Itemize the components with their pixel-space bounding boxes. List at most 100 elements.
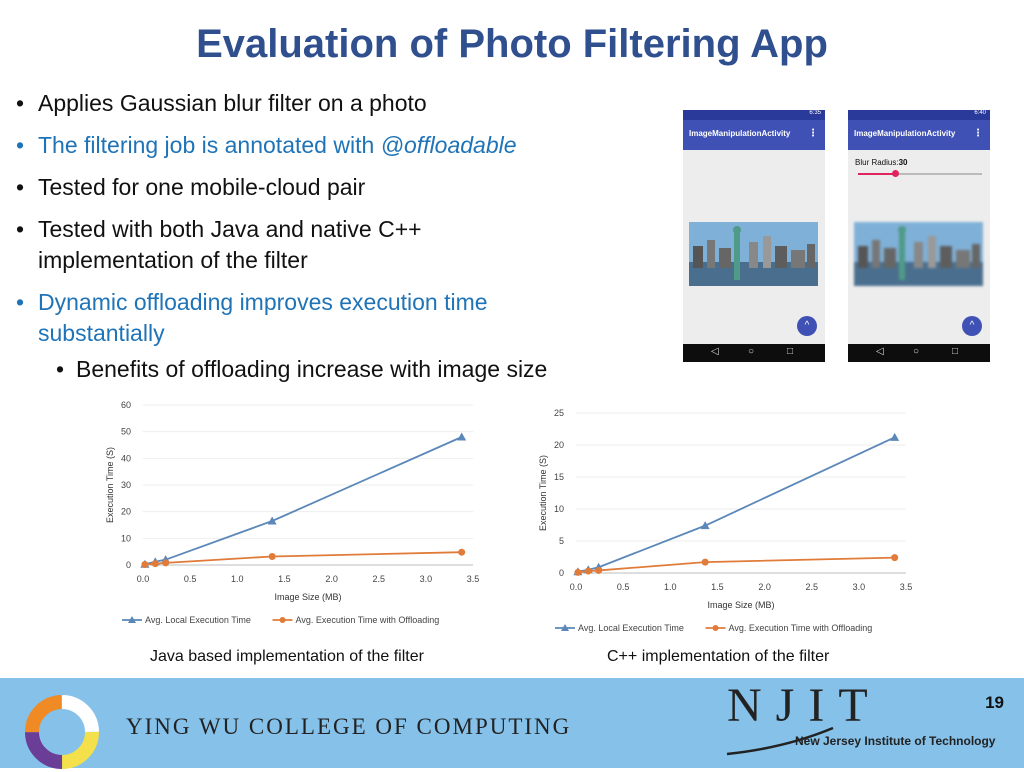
data-point-triangle <box>457 432 467 441</box>
data-point-circle <box>141 560 149 568</box>
bullet-item: • Applies Gaussian blur filter on a photo <box>16 90 427 116</box>
x-tick-label: 3.0 <box>420 574 433 584</box>
arrow-up-icon[interactable]: ^ <box>797 316 817 336</box>
x-tick-label: 1.5 <box>278 574 291 584</box>
njit-full-name: New Jersey Institute of Technology <box>795 734 996 748</box>
app-bar: ImageManipulationActivity ⋮ <box>683 120 825 150</box>
x-tick-label: 3.5 <box>900 582 913 592</box>
x-tick-label: 1.0 <box>664 582 677 592</box>
bullet-list: • Applies Gaussian blur filter on a photo… <box>16 88 666 396</box>
data-point-circle <box>701 558 709 566</box>
series-line <box>577 436 896 573</box>
data-point-triangle <box>700 521 710 530</box>
phone-screenshot-original: 6:35 ImageManipulationActivity ⋮ ^ ◁ ○ □ <box>683 110 825 362</box>
app-title: ImageManipulationActivity <box>854 129 956 138</box>
arrow-up-icon[interactable]: ^ <box>962 316 982 336</box>
x-tick-label: 3.5 <box>467 574 480 584</box>
y-tick-label: 20 <box>554 440 564 450</box>
data-point-circle <box>595 566 603 574</box>
data-point-triangle <box>267 516 277 525</box>
navigation-bar: ◁ ○ □ <box>848 344 990 362</box>
blur-radius-label: Blur Radius:30 <box>855 158 908 167</box>
njit-swoosh-icon <box>726 726 834 756</box>
chart-caption-cpp: C++ implementation of the filter <box>607 648 830 665</box>
y-tick-label: 40 <box>121 453 131 463</box>
x-tick-label: 3.0 <box>853 582 866 592</box>
chart-svg: 0 10 20 30 40 50 60 0.0 0.5 1.0 1.5 2.0 2.5 3.0 3.5 Ima… <box>105 400 480 625</box>
legend-marker <box>279 617 286 623</box>
series-line <box>144 551 462 566</box>
chart-caption-java: Java based implementation of the filter <box>150 648 424 665</box>
legend-marker <box>561 624 569 631</box>
sub-bullet-item: • Benefits of offloading increase with im… <box>56 356 548 382</box>
recent-apps-icon[interactable]: □ <box>787 346 794 357</box>
status-bar: 6:40 <box>848 110 990 120</box>
blur-radius-slider[interactable] <box>858 170 982 177</box>
y-tick-label: 10 <box>121 533 131 543</box>
slide-title: Evaluation of Photo Filtering App <box>196 22 828 66</box>
app-title: ImageManipulationActivity <box>689 129 791 138</box>
data-point-circle <box>458 548 466 556</box>
data-point-circle <box>162 559 170 567</box>
phone-screenshot-blurred: 6:40 ImageManipulationActivity ⋮ Blur Ra… <box>848 110 990 362</box>
y-tick-label: 50 <box>121 427 131 437</box>
x-tick-label: 0.5 <box>184 574 197 584</box>
njit-logo-text: NJIT <box>727 679 882 732</box>
series-line <box>144 436 463 566</box>
y-tick-label: 15 <box>554 472 564 482</box>
legend-marker <box>712 625 719 631</box>
data-point-triangle <box>890 432 900 441</box>
x-tick-label: 0.0 <box>570 582 583 592</box>
y-axis-label: Execution Time (S) <box>538 455 548 531</box>
x-tick-label: 2.0 <box>325 574 338 584</box>
chart-svg: 0 5 10 15 20 25 0.0 0.5 1.0 1.5 2.0 2.5 3.0 3.5 Image … <box>538 408 913 633</box>
y-tick-label: 30 <box>121 480 131 490</box>
legend-marker <box>128 616 136 623</box>
x-tick-label: 2.5 <box>372 574 385 584</box>
series-line <box>577 556 895 574</box>
data-point-circle <box>891 554 899 562</box>
page-number: 19 <box>985 693 1004 712</box>
footer-bar: YING WU COLLEGE OF COMPUTING NJIT New Je… <box>0 678 1024 769</box>
status-bar: 6:35 <box>683 110 825 120</box>
data-point-circle <box>151 560 159 568</box>
y-tick-label: 5 <box>559 536 564 546</box>
x-axis-label: Image Size (MB) <box>274 592 341 602</box>
legend-label: Avg. Execution Time with Offloading <box>296 615 440 625</box>
overflow-menu-icon[interactable]: ⋮ <box>973 128 983 139</box>
x-tick-label: 0.0 <box>137 574 150 584</box>
x-tick-label: 2.0 <box>758 582 771 592</box>
app-bar: ImageManipulationActivity ⋮ <box>848 120 990 150</box>
y-tick-label: 0 <box>559 568 564 578</box>
blurred-city-photo <box>854 222 983 286</box>
data-point-circle <box>268 552 276 560</box>
legend-label: Avg. Execution Time with Offloading <box>729 623 873 633</box>
data-point-circle <box>584 567 592 575</box>
navigation-bar: ◁ ○ □ <box>683 344 825 362</box>
x-tick-label: 1.0 <box>231 574 244 584</box>
y-tick-label: 25 <box>554 408 564 418</box>
java-execution-time-chart: 0 10 20 30 40 50 60 0.0 0.5 1.0 1.5 2.0 2.5 3.0 3.5 Ima… <box>100 395 490 645</box>
data-point-circle <box>574 568 582 576</box>
overflow-menu-icon[interactable]: ⋮ <box>808 128 818 139</box>
blur-radius-value: 30 <box>898 158 908 167</box>
slider-fill <box>858 173 896 175</box>
x-tick-label: 2.5 <box>805 582 818 592</box>
slider-knob[interactable] <box>892 170 900 177</box>
x-axis-label: Image Size (MB) <box>707 600 774 610</box>
cpp-execution-time-chart: 0 5 10 15 20 25 0.0 0.5 1.0 1.5 2.0 2.5 3.0 3.5 Image … <box>533 403 923 645</box>
back-icon[interactable]: ◁ <box>711 346 719 357</box>
home-icon[interactable]: ○ <box>913 346 920 357</box>
y-tick-label: 20 <box>121 507 131 517</box>
annotation-name: @offloadable <box>380 132 517 158</box>
city-photo <box>689 222 818 286</box>
home-icon[interactable]: ○ <box>748 346 755 357</box>
bullet-item: • Dynamic offloading improves execution t… <box>16 289 488 346</box>
recent-apps-icon[interactable]: □ <box>952 346 959 357</box>
y-tick-label: 10 <box>554 504 564 514</box>
legend-label: Avg. Local Execution Time <box>145 615 251 625</box>
college-name: YING WU COLLEGE OF COMPUTING <box>126 714 572 739</box>
back-icon[interactable]: ◁ <box>876 346 884 357</box>
y-axis-label: Execution Time (S) <box>105 447 115 523</box>
x-tick-label: 0.5 <box>617 582 630 592</box>
